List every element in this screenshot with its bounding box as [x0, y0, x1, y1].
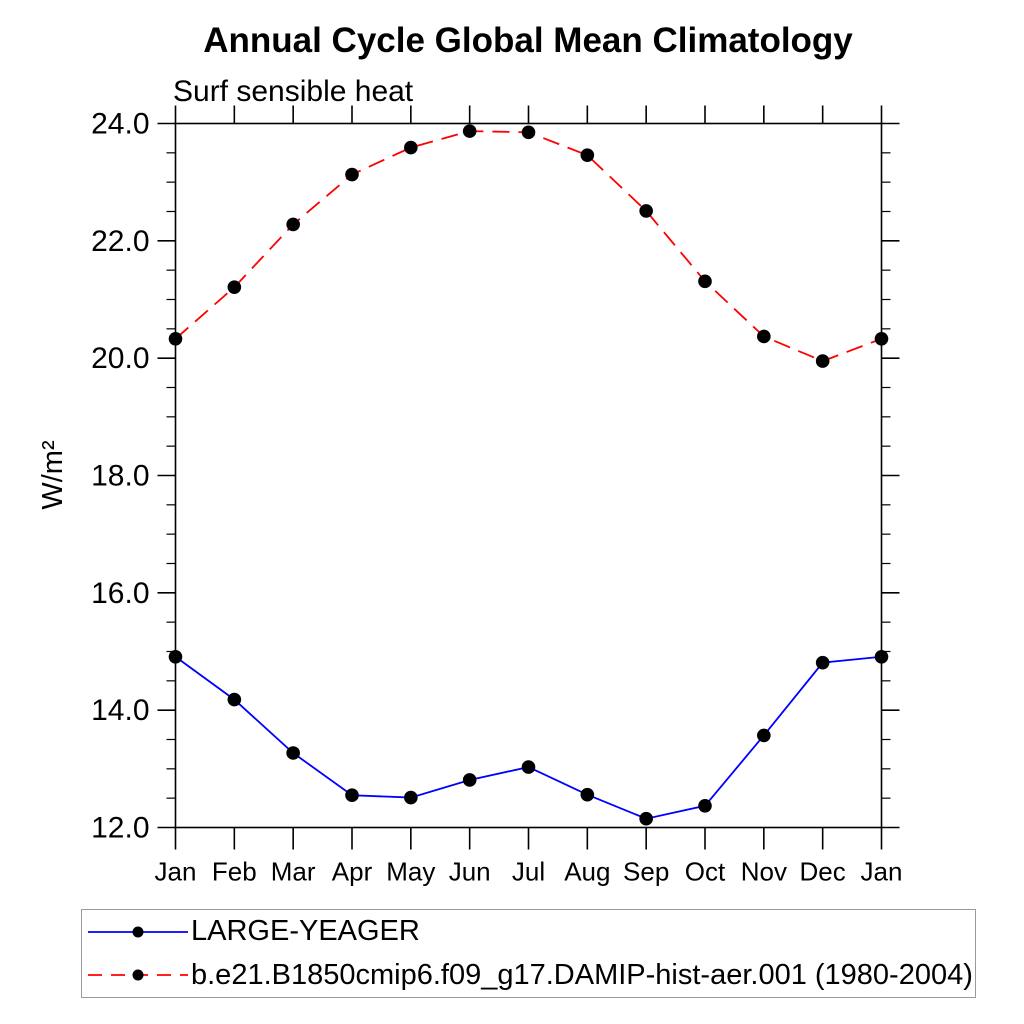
y-axis-label: W/m² [37, 440, 69, 510]
x-tick-label: Jan [155, 857, 197, 887]
legend: LARGE-YEAGER b.e21.B1850cmip6.f09_g17.DA… [81, 909, 976, 998]
legend-label: LARGE-YEAGER [191, 915, 420, 948]
data-point-marker [580, 787, 595, 802]
x-tick-label: Jun [449, 857, 491, 887]
axis-frame [174, 122, 883, 829]
x-tick-label: May [386, 857, 435, 887]
y-tick-label: 16.0 [91, 577, 149, 610]
data-point-marker [698, 274, 712, 289]
legend-sample-dashed-line [88, 969, 188, 981]
series-line-1 [174, 130, 882, 363]
data-point-marker [698, 798, 712, 813]
series-line-0 [174, 655, 882, 820]
y-tick-label: 18.0 [91, 460, 149, 493]
data-point-marker [874, 332, 889, 346]
data-point-marker [874, 649, 889, 664]
data-point-marker [815, 354, 830, 368]
x-tick-label: Aug [564, 857, 610, 887]
data-point-marker [168, 649, 183, 664]
data-point-marker [462, 124, 477, 138]
data-point-marker [639, 204, 653, 218]
data-point-marker [404, 790, 418, 805]
chart-canvas: Annual Cycle Global Mean Climatology Sur… [37, 21, 903, 887]
data-point-marker [580, 148, 595, 162]
data-point-marker [286, 746, 300, 760]
data-point-marker [345, 788, 359, 803]
chart-title: Annual Cycle Global Mean Climatology [203, 21, 853, 60]
y-tick-label: 14.0 [91, 694, 149, 727]
chart-subtitle: Surf sensible heat [173, 75, 414, 108]
x-tick-label: Mar [271, 857, 316, 887]
data-point-marker [404, 140, 418, 155]
legend-label: b.e21.B1850cmip6.f09_g17.DAMIP-hist-aer.… [191, 958, 973, 991]
x-tick-label: Oct [685, 857, 726, 887]
data-point-marker [757, 728, 771, 743]
data-point-marker [168, 332, 183, 346]
x-tick-label: Sep [623, 857, 669, 887]
data-point-marker [639, 811, 653, 826]
legend-marker-circle [132, 926, 144, 938]
plot-area: 12.0 14.0 16.0 18.0 20.0 22.0 24.0 Jan Feb Mar Apr… [91, 105, 903, 887]
x-tick-label: Nov [741, 857, 787, 887]
legend-marker-circle [132, 969, 144, 981]
data-point-marker [815, 655, 830, 670]
x-tick-label: Jul [512, 857, 545, 887]
data-point-marker [521, 125, 536, 140]
x-tick-label: Dec [800, 857, 846, 887]
y-tick-label: 12.0 [91, 812, 149, 845]
y-tick-label: 24.0 [91, 108, 149, 141]
data-point-marker [227, 280, 242, 294]
y-tick-label: 20.0 [91, 342, 149, 375]
y-tick-label: 22.0 [91, 225, 149, 258]
data-point-marker [345, 167, 359, 182]
data-point-marker [227, 692, 242, 707]
x-tick-label: Jan [861, 857, 903, 887]
x-tick-label: Feb [212, 857, 257, 887]
legend-sample-solid-line [88, 926, 188, 938]
legend-item: LARGE-YEAGER [82, 910, 975, 954]
data-point-marker [521, 760, 536, 774]
x-tick-label: Apr [332, 857, 373, 887]
data-point-marker [757, 329, 771, 344]
data-point-marker [462, 773, 477, 787]
data-point-marker [286, 217, 300, 232]
legend-item: b.e21.B1850cmip6.f09_g17.DAMIP-hist-aer.… [82, 954, 975, 998]
